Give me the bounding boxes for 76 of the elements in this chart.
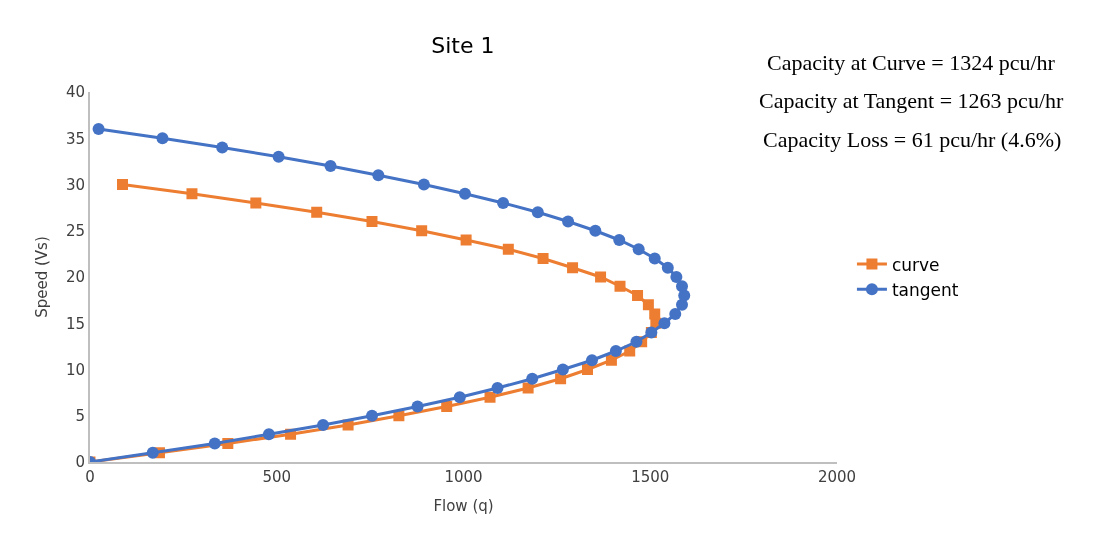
point (502, 243, 514, 255)
point (630, 335, 643, 348)
point (416, 225, 428, 237)
point (632, 290, 644, 301)
point (366, 409, 378, 422)
point (585, 354, 598, 367)
x-axis-title: Flow (q) (433, 496, 494, 515)
point (92, 123, 105, 135)
point (649, 308, 661, 320)
point (526, 372, 539, 385)
point (613, 234, 626, 246)
point (262, 428, 275, 441)
point (146, 446, 159, 459)
point (582, 364, 593, 375)
point (311, 206, 323, 218)
point (272, 150, 285, 163)
point (642, 299, 654, 311)
point (605, 354, 617, 366)
y-tick-label: 30 (65, 175, 85, 194)
point (614, 280, 626, 292)
y-tick-label: 25 (65, 222, 85, 240)
point (624, 345, 636, 357)
point (669, 308, 682, 320)
point (186, 188, 198, 200)
point (250, 197, 262, 209)
y-tick-label: 0 (75, 453, 85, 472)
y-tick-label: 35 (65, 129, 85, 148)
point (491, 382, 504, 394)
point (589, 224, 602, 237)
point (417, 178, 430, 191)
point (317, 419, 330, 431)
chart-title: Site 1 (431, 33, 495, 59)
point (372, 169, 385, 182)
point (216, 141, 229, 154)
y-tick-label: 20 (65, 268, 85, 287)
legend-label: curve (891, 254, 940, 275)
point (676, 280, 688, 293)
point (567, 262, 579, 274)
point (453, 391, 466, 404)
point (609, 345, 622, 357)
x-tick-label: 500 (262, 468, 292, 486)
point (460, 234, 472, 246)
legend-label: tangent (891, 279, 959, 300)
point (522, 382, 534, 394)
y-tick-label: 15 (65, 314, 85, 333)
annotation: Capacity Loss = 61 pcu/hr (4.6%) (763, 127, 1062, 152)
point (116, 179, 128, 190)
point (324, 160, 337, 172)
y-tick-label: 5 (75, 407, 85, 425)
point (156, 132, 169, 145)
point (658, 317, 671, 330)
annotation: Capacity at Tangent = 1263 pcu/hr (759, 88, 1064, 113)
x-tick-label: 1500 (631, 468, 670, 486)
y-axis-title: Speed (Vs) (32, 236, 51, 318)
point (537, 253, 549, 264)
point (648, 252, 661, 265)
y-tick-label: 10 (65, 360, 85, 379)
point (595, 271, 607, 283)
point (556, 363, 569, 376)
point (208, 437, 221, 450)
point (632, 243, 645, 256)
text: Capacity at Curve = 1324 pcu/hr (767, 50, 1056, 75)
point (676, 298, 688, 311)
x-tick-label: 2000 (817, 468, 857, 486)
point (531, 206, 544, 219)
point (366, 216, 378, 227)
point (459, 187, 471, 200)
point (441, 401, 453, 412)
point (411, 400, 424, 413)
point (562, 215, 575, 228)
point (484, 391, 496, 403)
point (661, 261, 674, 274)
point (497, 197, 510, 209)
point (670, 271, 683, 283)
x-tick-label: 1000 (444, 468, 483, 486)
y-tick-label: 40 (65, 83, 85, 102)
